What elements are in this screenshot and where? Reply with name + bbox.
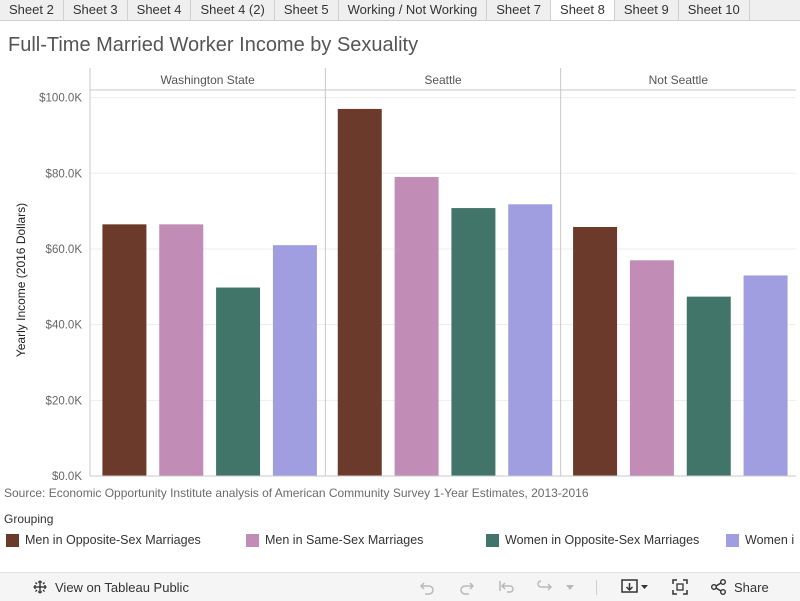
bar <box>102 224 147 476</box>
legend: Men in Opposite-Sex Marriages Men in Same… <box>0 531 800 551</box>
bar <box>451 208 496 476</box>
share-button[interactable]: Share <box>710 573 769 601</box>
y-tick-label: $0.0K <box>52 471 82 480</box>
legend-label: Men in Same-Sex Marriages <box>265 533 424 547</box>
page-title: Full-Time Married Worker Income by Sexua… <box>8 34 419 56</box>
undo-icon <box>418 578 436 596</box>
redo-icon <box>458 578 476 596</box>
legend-swatch <box>246 533 259 547</box>
source-note: Source: Economic Opportunity Institute a… <box>4 486 589 500</box>
panel-header: Washington State <box>161 73 256 87</box>
legend-swatch <box>6 533 19 547</box>
y-axis-label: Yearly Income (2016 Dollars) <box>14 203 28 357</box>
y-tick-label: $80.0K <box>46 168 83 180</box>
tab-sheet-3[interactable]: Sheet 3 <box>64 0 128 20</box>
tableau-logo-icon <box>32 579 48 595</box>
refresh-icon <box>535 578 553 596</box>
pause-dropdown-button[interactable] <box>564 573 576 601</box>
toolbar-divider <box>596 580 597 595</box>
bar <box>743 275 788 476</box>
tab-sheet-8[interactable]: Sheet 8 <box>551 0 615 20</box>
tab-sheet-9[interactable]: Sheet 9 <box>615 0 679 20</box>
refresh-button[interactable] <box>535 573 553 601</box>
view-on-tableau-label: View on Tableau Public <box>55 579 189 595</box>
legend-item[interactable]: Men in Opposite-Sex Marriages <box>6 531 201 549</box>
bar <box>508 204 553 477</box>
bar <box>216 287 261 476</box>
legend-swatch <box>486 533 499 547</box>
bar <box>337 108 382 476</box>
tab-sheet-5[interactable]: Sheet 5 <box>275 0 339 20</box>
legend-title: Grouping <box>4 512 54 526</box>
download-icon <box>620 578 650 596</box>
bar <box>394 177 439 476</box>
fullscreen-icon <box>671 578 689 596</box>
share-icon <box>710 578 728 596</box>
revert-icon <box>498 578 516 596</box>
fullscreen-button[interactable] <box>671 573 689 601</box>
tab-sheet-4-2[interactable]: Sheet 4 (2) <box>191 0 275 20</box>
y-tick-label: $60.0K <box>46 244 83 256</box>
undo-button[interactable] <box>418 573 436 601</box>
y-tick-label: $20.0K <box>46 395 83 407</box>
redo-button[interactable] <box>458 573 476 601</box>
download-button[interactable] <box>620 573 650 601</box>
share-label: Share <box>734 579 769 595</box>
bar <box>159 224 204 476</box>
panel-header: Seattle <box>424 73 462 87</box>
legend-item[interactable]: Women i <box>726 531 794 549</box>
y-tick-label: $100.0K <box>39 93 82 105</box>
bar <box>573 226 618 476</box>
bar <box>629 260 674 476</box>
tab-sheet-4[interactable]: Sheet 4 <box>128 0 192 20</box>
legend-label: Men in Opposite-Sex Marriages <box>25 533 201 547</box>
tab-sheet-2[interactable]: Sheet 2 <box>0 0 64 20</box>
revert-button[interactable] <box>498 573 516 601</box>
bar <box>272 245 317 476</box>
legend-label: Women in Opposite-Sex Marriages <box>505 533 700 547</box>
legend-item[interactable]: Men in Same-Sex Marriages <box>246 531 423 549</box>
legend-swatch <box>726 533 739 547</box>
tab-sheet-10[interactable]: Sheet 10 <box>679 0 750 20</box>
legend-label: Women i <box>745 533 795 547</box>
panel-header: Not Seattle <box>649 73 709 87</box>
legend-item[interactable]: Women in Opposite-Sex Marriages <box>486 531 699 549</box>
pause-dropdown-icon <box>564 581 576 593</box>
tab-working-not-working[interactable]: Working / Not Working <box>339 0 488 20</box>
toolbar: View on Tableau Public <box>0 572 800 601</box>
bar-chart: $0.0K $20.0K $40.0K $60.0K $80.0K $100.0K Year… <box>14 68 796 480</box>
y-tick-label: $40.0K <box>46 320 83 332</box>
view-on-tableau-button[interactable]: View on Tableau Public <box>32 573 189 601</box>
bar <box>686 296 731 476</box>
tab-sheet-7[interactable]: Sheet 7 <box>487 0 552 20</box>
